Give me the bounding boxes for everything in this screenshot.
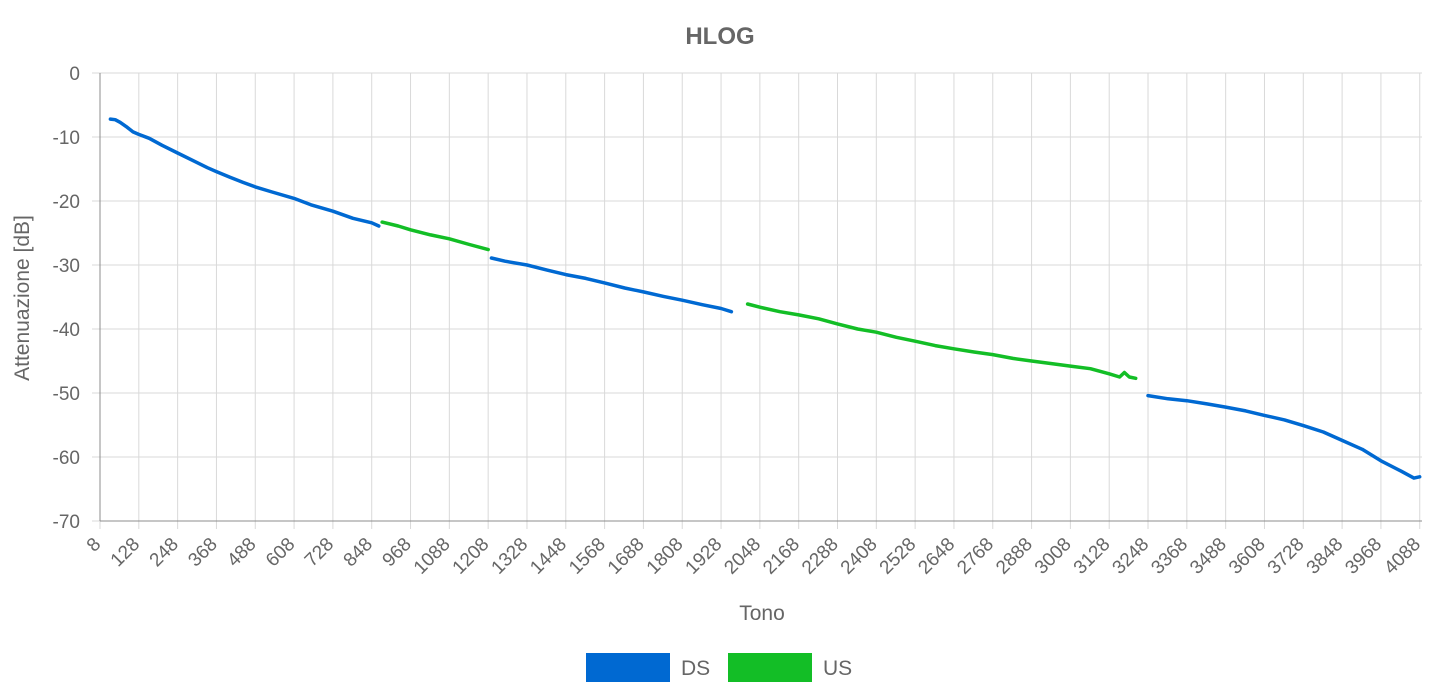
x-tick-label: 2288 (798, 534, 843, 579)
x-tick-label: 368 (184, 534, 221, 571)
y-tick-label: -30 (53, 256, 80, 277)
x-tick-label: 488 (223, 534, 260, 571)
x-tick-label: 2768 (953, 534, 998, 579)
x-tick-label: 2648 (914, 534, 959, 579)
x-tick-label: 8 (83, 534, 105, 556)
x-tick-label: 2048 (720, 534, 765, 579)
y-tick-label: -40 (53, 320, 80, 341)
x-tick-label: 3608 (1225, 534, 1270, 579)
legend-swatch-us (728, 653, 812, 682)
chart-title: HLOG (685, 23, 754, 50)
x-tick-label: 1688 (604, 534, 649, 579)
x-tick-label: 2888 (992, 534, 1037, 579)
x-tick-label: 128 (107, 534, 144, 571)
y-tick-label: -10 (53, 128, 80, 149)
y-tick-label: -50 (53, 384, 80, 405)
x-tick-label: 608 (262, 534, 299, 571)
x-tick-label: 4088 (1380, 534, 1425, 579)
series-ds-line (1146, 393, 1422, 480)
x-tick-label: 3728 (1264, 534, 1309, 579)
x-tick-label: 3008 (1031, 534, 1076, 579)
series-us-line (380, 220, 490, 252)
x-tick-label: 1808 (643, 534, 688, 579)
x-tick-label: 2528 (876, 534, 921, 579)
y-axis-title: Attenuazione [dB] (11, 215, 34, 381)
legend-swatch-ds (586, 653, 670, 682)
series (108, 117, 1422, 480)
x-tick-label: 2168 (759, 534, 804, 579)
x-tick-label: 3968 (1341, 534, 1386, 579)
y-tick-label: -20 (53, 192, 80, 213)
x-tick-label: 3248 (1109, 534, 1154, 579)
legend: DS US (586, 653, 852, 682)
x-tick-label: 1088 (410, 534, 455, 579)
x-tick-label: 3488 (1186, 534, 1231, 579)
axes: 0 -10 -20 -30 -40 -50 -60 -708 128 248 368 488 608 72… (53, 64, 1425, 579)
x-tick-label: 1328 (488, 534, 533, 579)
x-tick-label: 3128 (1070, 534, 1115, 579)
x-tick-label: 1448 (526, 534, 571, 579)
y-tick-label: -70 (53, 512, 80, 533)
x-tick-label: 848 (340, 534, 377, 571)
x-tick-label: 728 (301, 534, 338, 571)
x-tick-label: 968 (379, 534, 416, 571)
x-tick-label: 1568 (565, 534, 610, 579)
x-tick-label: 3368 (1147, 534, 1192, 579)
x-tick-label: 3848 (1303, 534, 1348, 579)
series-us-line (745, 302, 1138, 381)
series-ds-line (108, 117, 381, 228)
grid (92, 72, 1422, 529)
x-tick-label: 1208 (449, 534, 494, 579)
x-tick-label: 2408 (837, 534, 882, 579)
y-tick-label: 0 (69, 64, 80, 85)
series-ds-line (489, 256, 734, 314)
x-axis-title: Tono (739, 602, 785, 625)
legend-label-ds: DS (681, 657, 710, 680)
y-tick-label: -60 (53, 448, 80, 469)
x-tick-label: 248 (146, 534, 183, 571)
x-tick-label: 1928 (682, 534, 727, 579)
legend-label-us: US (823, 657, 852, 680)
